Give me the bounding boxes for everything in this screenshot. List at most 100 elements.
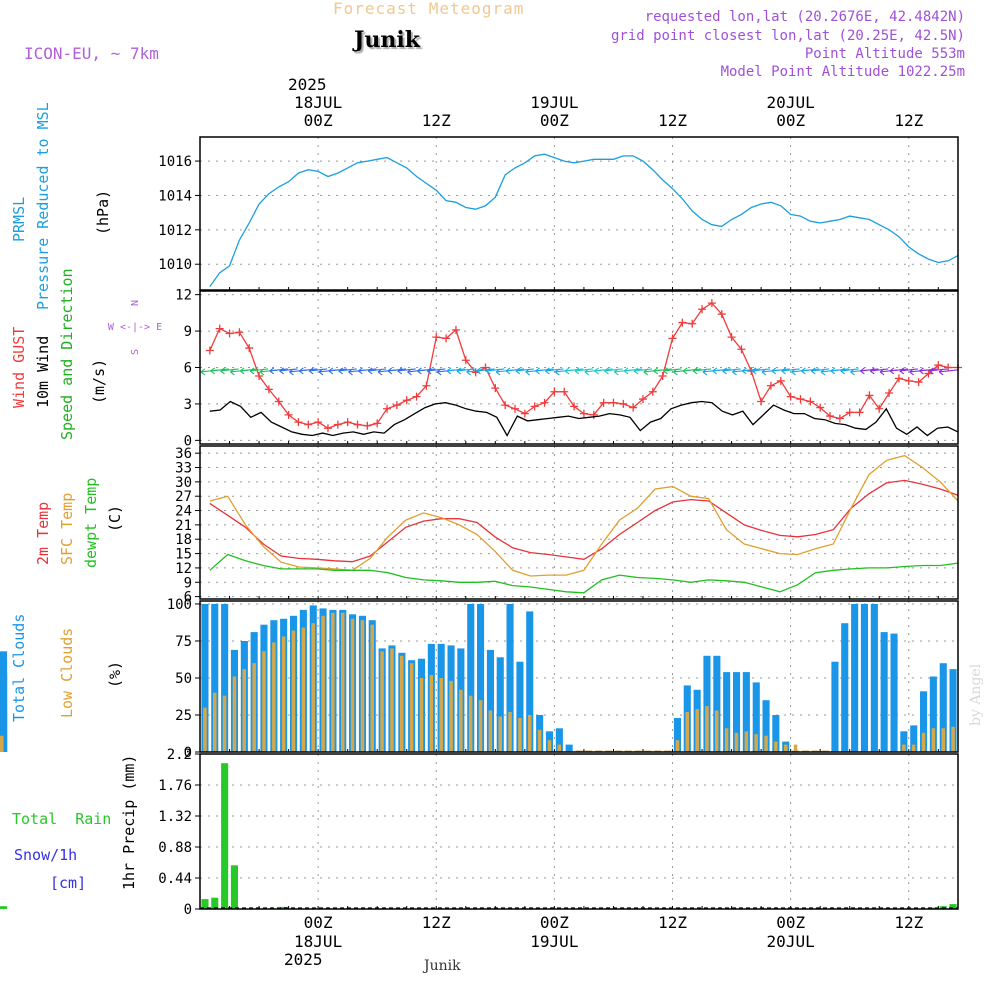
wind-arrow-icon [417, 367, 436, 375]
gust-point [619, 399, 628, 408]
total-cloud-bar [506, 604, 514, 752]
wind-arrow-icon [771, 367, 790, 375]
gust-point [924, 369, 933, 378]
low-cloud-bar [281, 636, 286, 752]
total-cloud-bar [860, 604, 868, 752]
y-tick-label: 33 [175, 461, 192, 477]
wind-arrow-icon [476, 367, 495, 375]
gust-point [550, 387, 559, 396]
low-cloud-bar [764, 735, 768, 752]
low-cloud-bar [784, 744, 788, 752]
low-cloud-bar [744, 731, 749, 752]
low-cloud-bar [0, 735, 4, 752]
gust-point [264, 385, 273, 394]
gust-point [570, 402, 579, 411]
gust-point [934, 361, 943, 370]
total-cloud-bar [929, 676, 937, 752]
wind-arrow-icon [928, 367, 948, 375]
model-altitude: Model Point Altitude 1022.25m [720, 64, 965, 80]
gust-point [914, 378, 923, 387]
gust-point [451, 325, 460, 334]
gust-point [737, 345, 746, 354]
gust-point [343, 418, 352, 427]
low-cloud-bar [902, 744, 906, 752]
wind-arrow-icon [387, 367, 406, 375]
wind-arrow-icon [574, 367, 593, 375]
low-cloud-bar [478, 700, 483, 752]
total-cloud-bar [910, 725, 918, 752]
gust-point [323, 424, 332, 433]
total-cloud-bar [221, 604, 229, 752]
low-cloud-bar [242, 669, 246, 752]
y-tick-label: 30 [175, 475, 192, 491]
y-tick-label: 1012 [158, 223, 192, 239]
low-cloud-bar [370, 624, 374, 752]
panel-frame-3 [199, 445, 959, 600]
gust-point [599, 398, 608, 407]
low-cloud-bar [331, 612, 335, 752]
gust-point [353, 420, 362, 429]
y-tick-label: 0 [184, 745, 192, 761]
low-cloud-bar [222, 695, 227, 752]
gust-point [678, 318, 687, 327]
gust-point [638, 395, 647, 404]
gust-point [757, 397, 766, 406]
gust-point [688, 319, 697, 328]
y-tick-label: 3 [184, 397, 192, 413]
gust-point [530, 402, 539, 411]
low-cloud-bar [951, 726, 955, 752]
y-tick-label: 12 [175, 288, 192, 304]
gust-point [245, 344, 254, 353]
low-cloud-bar [350, 618, 355, 752]
gust-point [392, 401, 401, 410]
gust-point [717, 310, 726, 319]
low-cloud-bar [203, 707, 207, 752]
wind-arrow-icon [623, 367, 643, 375]
gust-point [373, 419, 382, 428]
low-cloud-bar [724, 728, 729, 752]
total-cloud-bar [555, 728, 563, 752]
gust-point [766, 381, 775, 390]
low-cloud-bar [911, 744, 916, 752]
wind-arrow-icon [535, 367, 554, 375]
low-cloud-bar [547, 740, 552, 752]
gust-point [835, 414, 844, 423]
wind-arrow-icon [249, 367, 269, 375]
wind-arrow-icon [840, 367, 859, 375]
y-tick-label: 15 [175, 547, 192, 563]
y-tick-label: 18 [175, 532, 192, 548]
y-tick-label: 1010 [158, 257, 192, 273]
wind-arrow-icon [456, 367, 475, 375]
gust-point [520, 409, 529, 418]
total-cloud-bar [890, 633, 898, 752]
gust-point [786, 392, 795, 401]
model-label: ICON-EU, ~ 7km [24, 44, 159, 63]
wind-arrow-icon [633, 367, 653, 375]
gust-point [698, 305, 707, 314]
gust-point [511, 404, 520, 413]
gust-point [383, 404, 392, 413]
y-tick-label: 6 [184, 590, 192, 606]
y-tick-label: 100 [167, 597, 192, 613]
low-cloud-bar [941, 728, 945, 752]
gust-point [422, 381, 431, 390]
wind-arrow-icon [899, 367, 918, 375]
total-cloud-bar [565, 744, 573, 752]
wind-arrow-icon [810, 367, 830, 375]
y-tick-label: 12 [175, 561, 192, 577]
gust-point [235, 328, 244, 337]
dewpt-line [209, 553, 959, 594]
low-cloud-bar [528, 715, 532, 752]
y-tick-label: 9 [184, 324, 192, 340]
wind-arrow-icon [545, 367, 564, 375]
gust-point [855, 408, 864, 417]
wind-arrow-icon [367, 367, 387, 375]
total-cloud-bar [467, 604, 475, 752]
wind-arrow-icon [869, 367, 889, 375]
y-tick-label: 27 [175, 489, 192, 505]
low-cloud-bar [557, 744, 561, 752]
total-cloud-bar [870, 604, 878, 752]
gust-point [609, 398, 618, 407]
low-cloud-bar [498, 716, 502, 752]
